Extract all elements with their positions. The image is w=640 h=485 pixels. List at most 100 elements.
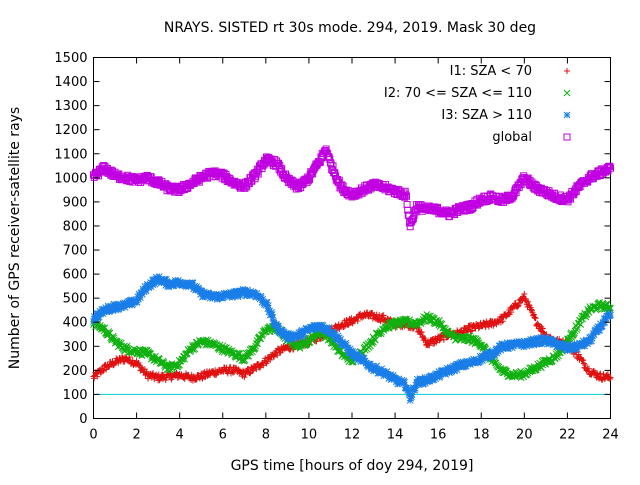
data-point xyxy=(475,356,483,364)
data-point xyxy=(342,339,350,347)
data-point xyxy=(401,187,409,195)
data-point xyxy=(331,331,339,339)
x-tick-label: 2 xyxy=(132,428,140,443)
data-point xyxy=(189,279,197,287)
data-point xyxy=(100,367,107,374)
x-tick-label: 24 xyxy=(602,428,619,443)
data-point xyxy=(575,351,582,358)
data-point xyxy=(294,332,302,340)
data-point xyxy=(577,321,585,328)
y-tick-label: 200 xyxy=(63,364,88,379)
data-point xyxy=(525,298,532,305)
y-tick-label: 400 xyxy=(63,316,88,331)
data-point xyxy=(435,368,443,375)
data-point xyxy=(275,322,282,330)
data-point xyxy=(477,357,484,365)
data-point xyxy=(606,376,613,383)
y-tick-label: 1000 xyxy=(54,171,87,186)
data-point xyxy=(187,346,195,354)
data-point xyxy=(242,371,249,378)
data-point xyxy=(467,328,474,335)
data-point xyxy=(237,292,244,300)
data-point xyxy=(532,315,539,322)
data-point xyxy=(426,342,433,349)
data-point xyxy=(163,275,170,283)
legend-label: I2: 70 <= SZA <= 110 xyxy=(384,86,532,101)
data-point xyxy=(264,358,271,365)
data-point xyxy=(601,375,608,382)
data-point xyxy=(253,290,261,297)
data-point xyxy=(403,200,411,208)
data-point xyxy=(285,342,292,349)
data-point xyxy=(377,330,385,338)
data-point xyxy=(254,340,261,348)
data-point xyxy=(590,331,598,339)
data-point xyxy=(285,329,292,337)
data-point xyxy=(604,371,611,378)
data-point xyxy=(232,292,239,300)
data-point xyxy=(499,318,506,325)
data-point xyxy=(102,304,109,311)
series-2 xyxy=(90,273,614,404)
series-1 xyxy=(90,298,614,382)
data-point xyxy=(408,393,415,401)
data-point xyxy=(357,358,365,366)
data-point xyxy=(366,313,373,320)
data-point xyxy=(150,370,157,377)
data-point xyxy=(309,336,317,344)
series-group xyxy=(90,145,614,404)
data-point xyxy=(109,332,117,340)
data-point xyxy=(354,357,362,364)
data-point xyxy=(265,302,272,309)
x-axis-label: GPS time [hours of doy 294, 2019] xyxy=(231,458,474,474)
data-point xyxy=(225,293,233,301)
data-point xyxy=(246,292,254,300)
data-point xyxy=(415,381,423,389)
data-point xyxy=(536,340,544,347)
data-point xyxy=(322,145,330,153)
legend-marker xyxy=(564,68,570,74)
data-point xyxy=(420,380,427,388)
data-point xyxy=(288,334,296,342)
data-point xyxy=(190,373,197,380)
data-point xyxy=(280,328,288,336)
data-point xyxy=(521,297,528,304)
legend-label: global xyxy=(492,130,532,145)
data-point xyxy=(227,364,234,371)
y-tick-label: 900 xyxy=(63,195,88,210)
data-point xyxy=(151,280,159,288)
data-point xyxy=(366,362,374,370)
data-point xyxy=(142,287,150,295)
x-tick-label: 10 xyxy=(301,428,318,443)
y-tick-label: 600 xyxy=(63,268,88,283)
data-point xyxy=(564,342,572,350)
data-point xyxy=(415,379,422,387)
data-point xyxy=(135,290,143,298)
data-point xyxy=(379,367,387,375)
data-point xyxy=(543,334,550,341)
data-point xyxy=(345,322,352,329)
data-point xyxy=(497,346,505,354)
data-point xyxy=(137,294,144,302)
data-point xyxy=(422,337,429,344)
data-point xyxy=(552,339,560,347)
data-point xyxy=(588,334,596,342)
y-tick-label: 500 xyxy=(63,292,88,307)
x-tick-label: 18 xyxy=(473,428,490,443)
data-point xyxy=(349,348,356,355)
y-tick-label: 300 xyxy=(63,340,88,355)
data-point xyxy=(411,387,419,394)
data-point xyxy=(170,282,178,289)
data-point xyxy=(198,287,206,295)
data-point xyxy=(325,324,333,331)
data-point xyxy=(162,281,170,289)
data-point xyxy=(408,391,416,399)
data-point xyxy=(588,337,595,345)
y-axis-label: Number of GPS receiver-satellite rays xyxy=(7,107,23,369)
data-point xyxy=(104,302,112,310)
data-point xyxy=(407,394,415,402)
data-point xyxy=(234,293,242,301)
data-point xyxy=(156,273,163,280)
series-3 xyxy=(90,145,614,231)
data-point xyxy=(133,298,141,306)
